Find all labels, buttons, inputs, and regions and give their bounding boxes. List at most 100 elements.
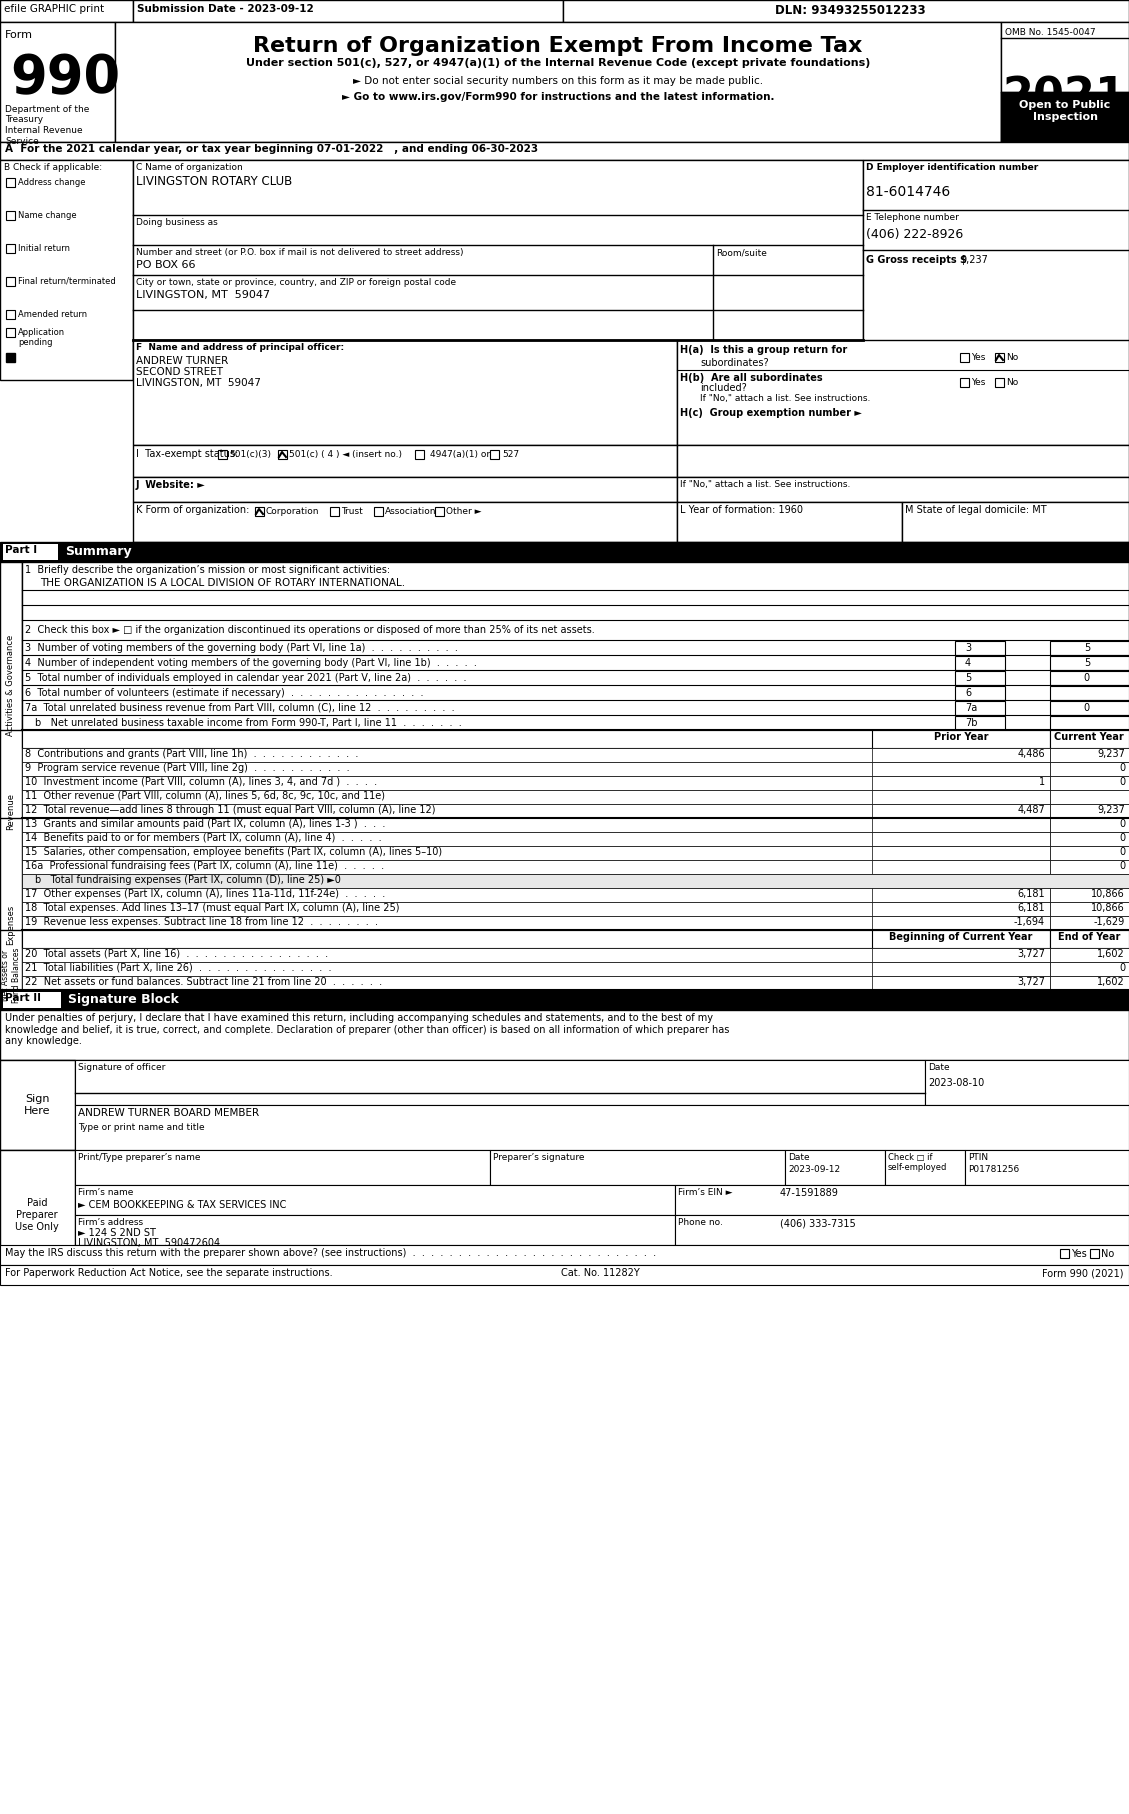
Bar xyxy=(955,657,1005,669)
Bar xyxy=(21,747,1129,762)
Text: Part I: Part I xyxy=(5,544,37,555)
Text: 4,486: 4,486 xyxy=(1017,749,1045,758)
Bar xyxy=(21,818,1129,833)
Bar xyxy=(675,1215,1129,1244)
Text: 10,866: 10,866 xyxy=(1092,903,1124,912)
Bar xyxy=(75,1185,675,1215)
Text: End of Year: End of Year xyxy=(1058,932,1120,941)
Text: 0: 0 xyxy=(1084,704,1089,713)
Text: L Year of formation: 1960: L Year of formation: 1960 xyxy=(680,504,803,515)
Bar xyxy=(21,804,1129,818)
Bar xyxy=(6,310,15,319)
Bar xyxy=(677,444,1129,477)
Bar xyxy=(1050,916,1129,931)
Text: Application: Application xyxy=(18,328,65,337)
Text: included?: included? xyxy=(700,383,746,394)
Bar xyxy=(21,874,1129,889)
Text: City or town, state or province, country, and ZIP or foreign postal code: City or town, state or province, country… xyxy=(135,278,456,287)
Text: ANDREW TURNER BOARD MEMBER: ANDREW TURNER BOARD MEMBER xyxy=(78,1108,260,1117)
Text: ► Do not enter social security numbers on this form as it may be made public.: ► Do not enter social security numbers o… xyxy=(353,76,763,85)
Text: DLN: 93493255012233: DLN: 93493255012233 xyxy=(774,4,926,16)
Bar xyxy=(6,328,15,337)
Bar xyxy=(6,178,15,187)
Text: 4: 4 xyxy=(965,658,971,668)
Text: 1: 1 xyxy=(1039,776,1045,787)
Bar xyxy=(3,992,61,1009)
Text: 2021: 2021 xyxy=(1003,74,1127,118)
Text: 5: 5 xyxy=(1084,658,1089,668)
Text: 1,602: 1,602 xyxy=(1097,978,1124,987)
Text: 0: 0 xyxy=(1119,862,1124,871)
Text: 16a  Professional fundraising fees (Part IX, column (A), line 11e)  .  .  .  .  : 16a Professional fundraising fees (Part … xyxy=(25,862,384,871)
Bar xyxy=(1050,961,1129,976)
Bar xyxy=(374,506,383,515)
Text: No: No xyxy=(1006,377,1018,386)
Text: 6,181: 6,181 xyxy=(1017,889,1045,900)
Text: efile GRAPHIC print: efile GRAPHIC print xyxy=(5,4,104,15)
Text: Firm’s EIN ►: Firm’s EIN ► xyxy=(679,1188,733,1197)
Text: LIVINGSTON, MT  59047: LIVINGSTON, MT 59047 xyxy=(135,290,270,299)
Text: 2  Check this box ► □ if the organization discontinued its operations or dispose: 2 Check this box ► □ if the organization… xyxy=(25,626,595,635)
Bar xyxy=(435,506,444,515)
Bar xyxy=(6,210,15,219)
Bar xyxy=(1050,776,1129,791)
Text: PTIN: PTIN xyxy=(968,1154,988,1163)
Text: Current Year: Current Year xyxy=(1054,733,1123,742)
Text: 5  Total number of individuals employed in calendar year 2021 (Part V, line 2a) : 5 Total number of individuals employed i… xyxy=(25,673,466,684)
Bar xyxy=(75,1059,925,1105)
Bar xyxy=(960,354,969,363)
Text: 0: 0 xyxy=(1119,818,1124,829)
Bar xyxy=(21,889,1129,902)
Text: H(c)  Group exemption number ►: H(c) Group exemption number ► xyxy=(680,408,861,417)
Bar xyxy=(872,860,1050,874)
Text: THE ORGANIZATION IS A LOCAL DIVISION OF ROTARY INTERNATIONAL.: THE ORGANIZATION IS A LOCAL DIVISION OF … xyxy=(40,579,405,588)
Text: J  Website: ►: J Website: ► xyxy=(135,481,205,490)
Text: 4  Number of independent voting members of the governing body (Part VI, line 1b): 4 Number of independent voting members o… xyxy=(25,658,476,668)
Text: 501(c)(3): 501(c)(3) xyxy=(229,450,271,459)
Text: Yes: Yes xyxy=(971,354,986,363)
Bar xyxy=(21,762,1129,776)
Text: OMB No. 1545-0047: OMB No. 1545-0047 xyxy=(1005,27,1095,36)
Text: Yes: Yes xyxy=(971,377,986,386)
Text: Beginning of Current Year: Beginning of Current Year xyxy=(890,932,1033,941)
Text: 0: 0 xyxy=(1119,847,1124,856)
Text: 0: 0 xyxy=(1119,963,1124,972)
Text: If "No," attach a list. See instructions.: If "No," attach a list. See instructions… xyxy=(680,481,850,490)
Bar xyxy=(133,339,677,444)
Text: 81-6014746: 81-6014746 xyxy=(866,185,951,200)
Text: No: No xyxy=(1006,354,1018,363)
Bar xyxy=(490,450,499,459)
Text: (406) 222-8926: (406) 222-8926 xyxy=(866,229,963,241)
Text: Date: Date xyxy=(788,1154,809,1163)
Text: LIVINGSTON, MT  590472604: LIVINGSTON, MT 590472604 xyxy=(78,1237,220,1248)
Bar xyxy=(133,160,863,379)
Bar xyxy=(1050,686,1129,700)
Bar xyxy=(0,818,21,1032)
Bar xyxy=(872,833,1050,845)
Bar xyxy=(955,700,1005,715)
Text: D Employer identification number: D Employer identification number xyxy=(866,163,1039,172)
Text: 11  Other revenue (Part VIII, column (A), lines 5, 6d, 8c, 9c, 10c, and 11e): 11 Other revenue (Part VIII, column (A),… xyxy=(25,791,385,802)
Bar xyxy=(872,818,1050,833)
Bar xyxy=(1050,762,1129,776)
Text: 7a: 7a xyxy=(965,704,978,713)
Bar xyxy=(955,640,1005,655)
Text: Department of the: Department of the xyxy=(5,105,89,114)
Text: Net Assets or
Fund Balances: Net Assets or Fund Balances xyxy=(1,947,20,1003)
Bar xyxy=(955,717,1005,729)
Text: B Check if applicable:: B Check if applicable: xyxy=(5,163,102,172)
Text: Type or print name and title: Type or print name and title xyxy=(78,1123,204,1132)
Bar xyxy=(6,354,15,363)
Text: Check □ if
self-employed: Check □ if self-employed xyxy=(889,1154,947,1172)
Text: 0: 0 xyxy=(1119,833,1124,844)
Text: 3,727: 3,727 xyxy=(1017,978,1045,987)
Bar xyxy=(6,278,15,287)
Text: 19  Revenue less expenses. Subtract line 18 from line 12  .  .  .  .  .  .  .  .: 19 Revenue less expenses. Subtract line … xyxy=(25,918,378,927)
Text: Cat. No. 11282Y: Cat. No. 11282Y xyxy=(561,1268,639,1279)
Text: 6,181: 6,181 xyxy=(1017,903,1045,912)
Bar xyxy=(0,0,1129,22)
Text: Signature of officer: Signature of officer xyxy=(78,1063,165,1072)
Bar xyxy=(1089,1250,1099,1257)
Text: Date: Date xyxy=(928,1063,949,1072)
Bar xyxy=(115,22,1001,141)
